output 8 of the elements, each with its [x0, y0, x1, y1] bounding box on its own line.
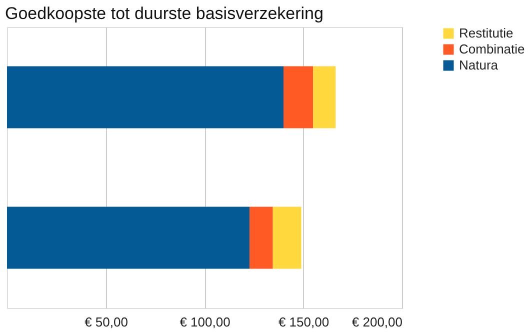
x-tick-label: € 50,00: [84, 314, 128, 330]
chart-title: Goedkoopste tot duurste basisverzekering: [5, 4, 324, 23]
legend-label: Restitutie: [459, 26, 514, 40]
x-tick-label: € 200,00: [352, 314, 402, 330]
x-tick-label: € 150,00: [278, 314, 330, 330]
legend-label: Combinatie: [459, 42, 525, 56]
x-tick-label: € 100,00: [180, 314, 230, 330]
legend-label: Natura: [459, 58, 499, 72]
